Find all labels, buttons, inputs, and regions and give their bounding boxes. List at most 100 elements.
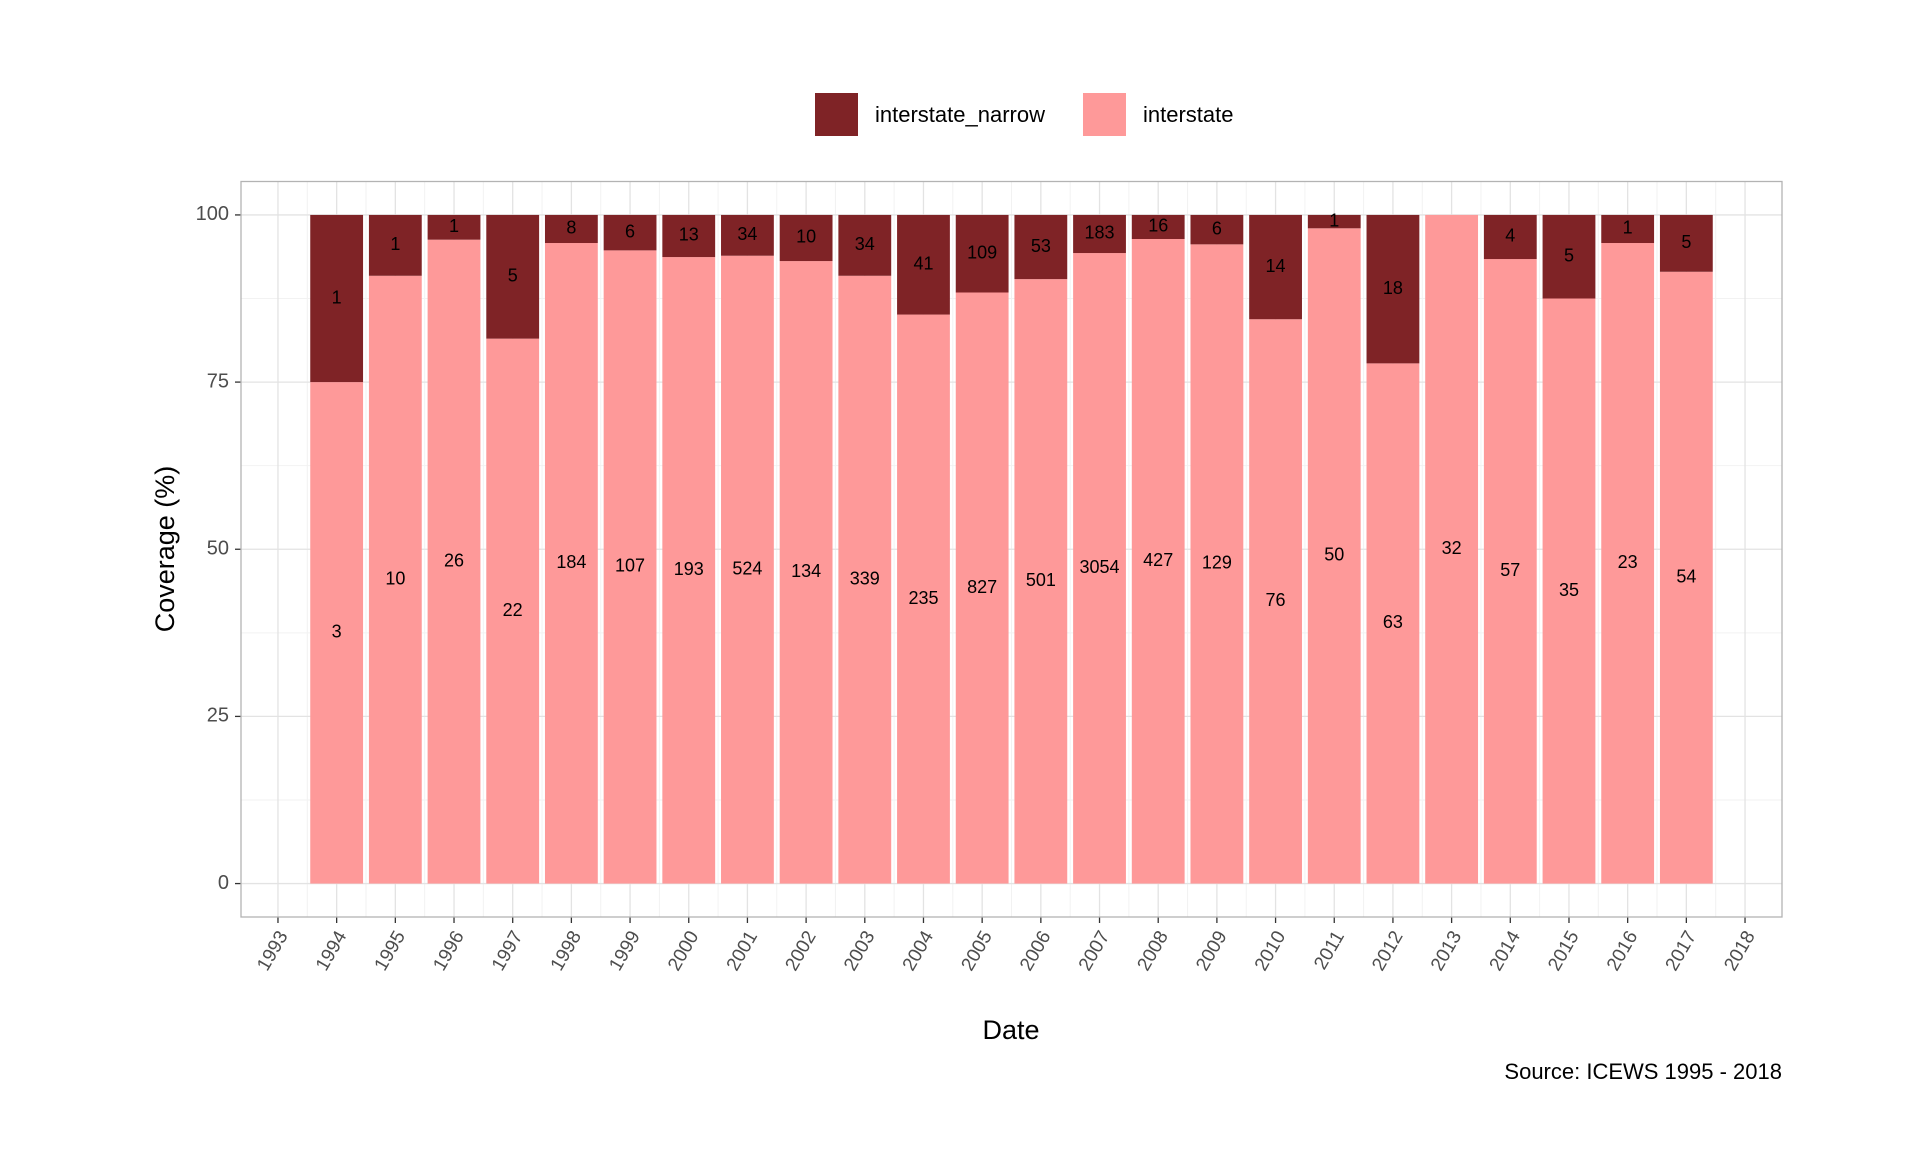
- data-label: 1: [1623, 218, 1633, 238]
- bar-segment: [838, 275, 892, 884]
- bar-segment: [486, 338, 540, 884]
- data-label: 50: [1324, 545, 1344, 565]
- x-tick-label: 2003: [840, 928, 879, 975]
- bar-segment: [1073, 214, 1126, 254]
- x-tick-label: 2006: [1016, 928, 1055, 975]
- data-label: 22: [503, 600, 523, 620]
- x-tick-label: 1998: [547, 928, 586, 975]
- x-tick-label: 2017: [1662, 928, 1701, 975]
- x-tick-label: 2013: [1427, 928, 1466, 975]
- data-label: 4: [1505, 226, 1515, 246]
- bar-segment: [1249, 214, 1302, 320]
- data-label: 76: [1266, 590, 1286, 610]
- bar-segment: [1131, 214, 1185, 240]
- y-tick-label: 50: [207, 538, 229, 560]
- bar-segment: [779, 214, 833, 262]
- data-label: 32: [1442, 538, 1462, 558]
- bar-segment: [1249, 319, 1302, 884]
- bar-segment: [368, 275, 422, 884]
- data-label: 501: [1026, 570, 1056, 590]
- data-label: 35: [1559, 580, 1579, 600]
- data-label: 18: [1383, 278, 1403, 298]
- data-label: 10: [796, 227, 816, 247]
- x-tick-label: 2015: [1544, 928, 1583, 975]
- x-tick-label: 1996: [429, 928, 468, 975]
- bar-segment: [897, 314, 950, 884]
- x-tick-label: 2005: [958, 928, 997, 975]
- x-tick-label: 2001: [723, 928, 762, 975]
- bar-segment: [544, 243, 598, 884]
- data-label: 1: [390, 234, 400, 254]
- legend-key: [815, 93, 858, 136]
- data-label: 57: [1500, 560, 1520, 580]
- bar-segment: [1014, 279, 1068, 884]
- data-label: 41: [913, 253, 933, 273]
- data-label: 235: [908, 588, 938, 608]
- data-label: 13: [679, 225, 699, 245]
- x-tick-label: 2002: [781, 928, 820, 975]
- bar-segment: [662, 214, 716, 258]
- bar-segment: [1307, 214, 1361, 229]
- bar-segment: [1659, 271, 1713, 884]
- data-label: 193: [674, 559, 704, 579]
- bar-segment: [1131, 239, 1185, 884]
- x-tick-label: 2000: [664, 928, 703, 975]
- bar-segment: [310, 382, 364, 884]
- data-label: 8: [566, 218, 576, 238]
- data-label: 827: [967, 577, 997, 597]
- data-label: 5: [1681, 232, 1691, 252]
- data-label: 3054: [1080, 557, 1120, 577]
- x-tick-label: 1997: [488, 928, 527, 975]
- bar-segment: [1190, 244, 1244, 884]
- x-tick-label: 1995: [371, 928, 410, 975]
- data-label: 6: [1212, 218, 1222, 238]
- data-label: 26: [444, 550, 464, 570]
- bar-segment: [1483, 214, 1537, 260]
- data-label: 23: [1618, 552, 1638, 572]
- bar-segment: [1014, 214, 1068, 280]
- x-tick-label: 1999: [605, 928, 644, 975]
- bar-segment: [368, 214, 422, 276]
- data-label: 107: [615, 556, 645, 576]
- y-tick-label: 0: [218, 872, 229, 894]
- data-label: 10: [385, 568, 405, 588]
- legend-key: [1082, 93, 1126, 136]
- bar-segment: [721, 255, 774, 884]
- data-label: 183: [1085, 223, 1115, 243]
- x-tick-label: 2011: [1310, 928, 1349, 974]
- bar-segment: [427, 239, 481, 884]
- bar-segment: [1425, 214, 1479, 884]
- y-tick-label: 25: [207, 705, 229, 727]
- data-label: 1: [332, 287, 342, 307]
- x-tick-label: 1994: [312, 927, 352, 974]
- panel-border: [240, 180, 1783, 918]
- bar-segment: [1307, 228, 1361, 884]
- legend-label: interstate: [1143, 102, 1234, 127]
- bar-segment: [955, 214, 1009, 293]
- data-label: 3: [332, 622, 342, 642]
- bar-segment: [603, 214, 657, 251]
- data-label: 129: [1202, 553, 1232, 573]
- data-label: 134: [791, 561, 821, 581]
- bar-segment: [1190, 214, 1244, 245]
- data-label: 1: [449, 216, 459, 236]
- bar-segment: [1659, 214, 1713, 272]
- bar-segment: [544, 214, 598, 244]
- bar-segment: [1073, 253, 1126, 884]
- bar-segment: [721, 214, 774, 256]
- x-tick-label: 2007: [1075, 928, 1114, 975]
- caption: Source: ICEWS 1995 - 2018: [1504, 1059, 1782, 1084]
- bar-segment: [1483, 259, 1537, 884]
- bar-segment: [779, 261, 833, 884]
- data-label: 34: [737, 224, 757, 244]
- data-label: 14: [1266, 256, 1286, 276]
- x-tick-label: 2010: [1251, 928, 1290, 975]
- bar-segment: [603, 250, 657, 884]
- bar-segment: [897, 214, 950, 315]
- data-label: 63: [1383, 612, 1403, 632]
- data-label: 427: [1143, 550, 1173, 570]
- data-label: 53: [1031, 236, 1051, 256]
- x-tick-label: 2012: [1368, 928, 1407, 975]
- x-tick-label: 2009: [1192, 928, 1231, 975]
- bar-segment: [1601, 243, 1655, 884]
